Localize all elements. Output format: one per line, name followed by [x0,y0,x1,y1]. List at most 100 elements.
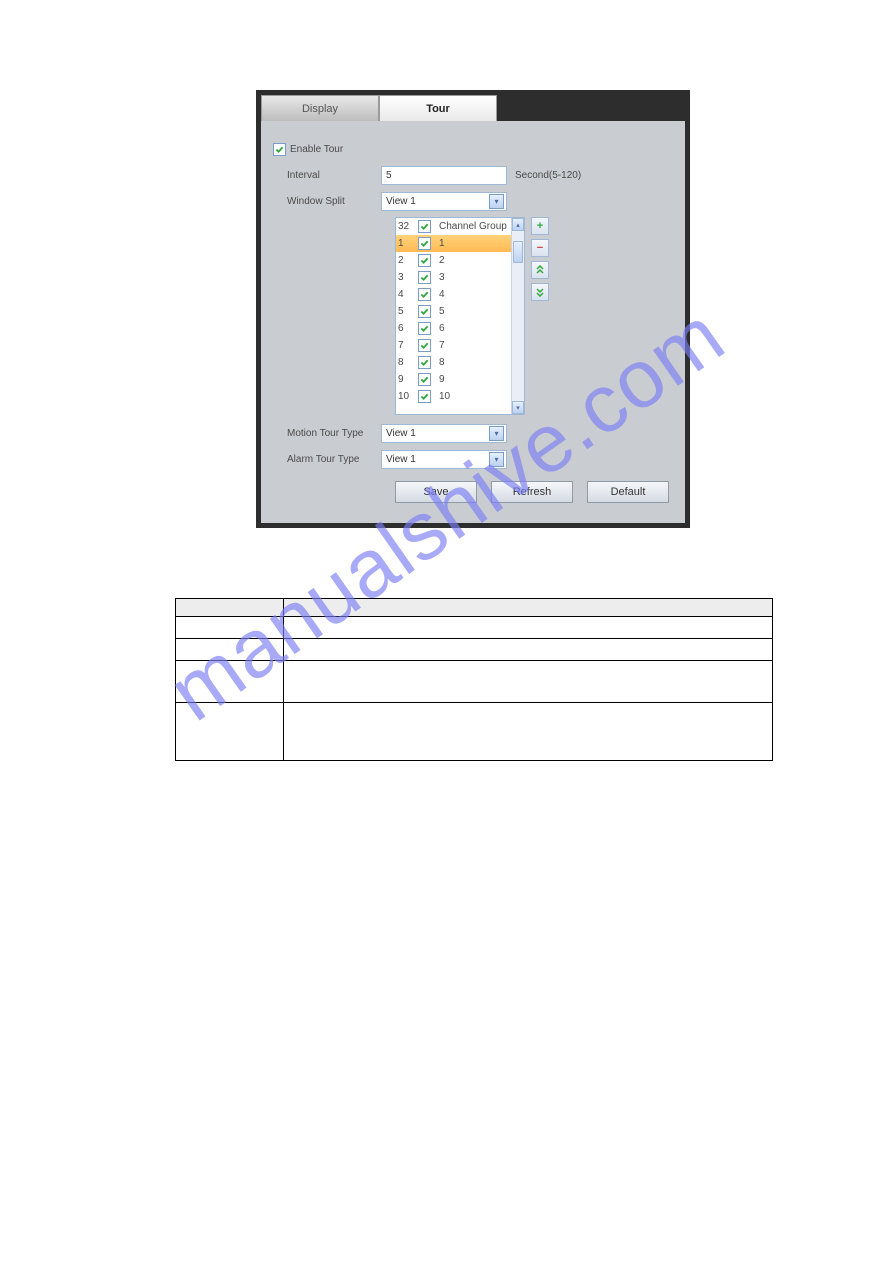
row-checkbox[interactable] [418,305,431,318]
grid-row[interactable]: 11 [396,235,511,252]
interval-input[interactable] [381,166,507,185]
grid-row-index: 4 [398,289,412,300]
app-panel: Display Tour Enable Tour Interval Second… [261,95,685,523]
grid-row-value: 4 [437,289,509,300]
row-checkbox[interactable] [418,373,431,386]
grid-row[interactable]: 88 [396,354,511,371]
table-cell-func [284,703,773,761]
grid-row-value: 10 [437,391,509,402]
parameter-table [175,598,773,761]
app-frame: Display Tour Enable Tour Interval Second… [256,90,690,528]
row-checkbox[interactable] [418,237,431,250]
row-checkbox[interactable] [418,271,431,284]
channel-group-wrap: 32Channel Group1122334455667788991010 ▴ … [395,217,673,415]
button-row: Save Refresh Default [395,481,673,503]
row-checkbox[interactable] [418,390,431,403]
grid-row-index: 5 [398,306,412,317]
grid-row-index: 3 [398,272,412,283]
row-checkbox[interactable] [418,220,431,233]
chevron-down-icon: ▾ [489,194,504,209]
alarm-tour-label: Alarm Tour Type [273,454,381,465]
grid-row-index: 2 [398,255,412,266]
table-header-row [176,599,773,617]
table-row [176,703,773,761]
tour-content: Enable Tour Interval Second(5-120) Windo… [261,121,685,523]
save-button[interactable]: Save [395,481,477,503]
grid-row-value: 9 [437,374,509,385]
move-down-button[interactable] [531,283,549,301]
grid-row-value: 8 [437,357,509,368]
table-cell-param [176,639,284,661]
motion-tour-select[interactable]: View 1 ▾ [381,424,507,443]
row-window-split: Window Split View 1 ▾ [273,191,673,211]
refresh-button[interactable]: Refresh [491,481,573,503]
grid-row[interactable]: 55 [396,303,511,320]
grid-header-index: 32 [398,221,412,232]
grid-scrollbar[interactable]: ▴ ▾ [511,218,524,414]
scroll-thumb[interactable] [513,241,523,263]
window-split-value: View 1 [386,196,416,207]
table-header-1 [176,599,284,617]
table-cell-func [284,617,773,639]
tab-tour[interactable]: Tour [379,95,497,121]
grid-row-value: 6 [437,323,509,334]
tab-display[interactable]: Display [261,95,379,121]
row-alarm-tour: Alarm Tour Type View 1 ▾ [273,449,673,469]
grid-row[interactable]: 99 [396,371,511,388]
grid-row-index: 9 [398,374,412,385]
grid-row-index: 7 [398,340,412,351]
alarm-tour-select[interactable]: View 1 ▾ [381,450,507,469]
table-cell-param [176,617,284,639]
scroll-track[interactable] [512,231,524,401]
interval-suffix: Second(5-120) [515,170,581,181]
grid-row-index: 6 [398,323,412,334]
grid-row-value: 5 [437,306,509,317]
move-up-button[interactable] [531,261,549,279]
alarm-tour-value: View 1 [386,454,416,465]
enable-tour-checkbox[interactable] [273,143,286,156]
motion-tour-value: View 1 [386,428,416,439]
table-cell-func [284,661,773,703]
grid-row-value: 7 [437,340,509,351]
row-motion-tour: Motion Tour Type View 1 ▾ [273,423,673,443]
grid-row-index: 1 [398,238,412,249]
row-checkbox[interactable] [418,356,431,369]
grid-row[interactable]: 44 [396,286,511,303]
grid-row-index: 10 [398,391,412,402]
chevron-down-icon: ▾ [489,452,504,467]
grid-row-value: 1 [437,238,509,249]
row-checkbox[interactable] [418,254,431,267]
grid-row[interactable]: 66 [396,320,511,337]
table-row [176,639,773,661]
grid-row-value: 3 [437,272,509,283]
enable-tour-label: Enable Tour [290,144,343,155]
grid-row[interactable]: 10 10 [396,388,511,405]
add-button[interactable]: + [531,217,549,235]
row-checkbox[interactable] [418,322,431,335]
grid-header-label: Channel Group [437,221,509,232]
window-split-label: Window Split [273,196,381,207]
row-checkbox[interactable] [418,288,431,301]
chevron-down-icon: ▾ [489,426,504,441]
interval-label: Interval [273,170,381,181]
table-cell-param [176,661,284,703]
table-header-2 [284,599,773,617]
table-row [176,617,773,639]
scroll-down-icon[interactable]: ▾ [512,401,524,414]
remove-button[interactable]: − [531,239,549,257]
table-cell-func [284,639,773,661]
grid-side-buttons: + − [531,217,549,415]
table-row [176,661,773,703]
table-cell-param [176,703,284,761]
grid-row[interactable]: 22 [396,252,511,269]
motion-tour-label: Motion Tour Type [273,428,381,439]
row-checkbox[interactable] [418,339,431,352]
default-button[interactable]: Default [587,481,669,503]
grid-row-index: 8 [398,357,412,368]
grid-row[interactable]: 33 [396,269,511,286]
grid-row[interactable]: 77 [396,337,511,354]
scroll-up-icon[interactable]: ▴ [512,218,524,231]
row-interval: Interval Second(5-120) [273,165,673,185]
tab-bar: Display Tour [261,95,685,121]
window-split-select[interactable]: View 1 ▾ [381,192,507,211]
